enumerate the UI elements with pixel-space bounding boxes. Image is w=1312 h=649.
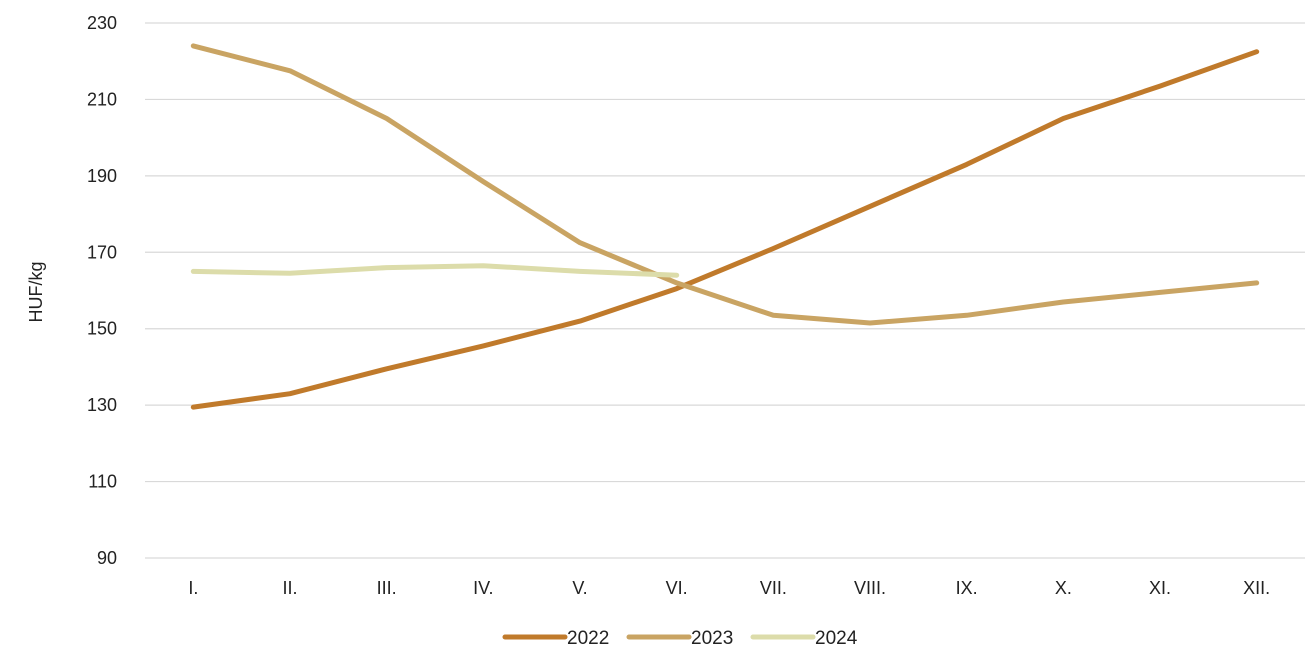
legend: 2022 2023 2024: [502, 628, 858, 649]
legend-item-2024: 2024: [750, 628, 858, 649]
legend-label: 2023: [691, 628, 733, 649]
x-tick-label: VII.: [760, 578, 787, 598]
y-axis-tick-labels: 90 110 130 150 170 190 210 230: [87, 13, 117, 568]
legend-label: 2024: [815, 628, 858, 649]
x-axis-tick-labels: I. II. III. IV. V. VI. VII. VIII. IX. X. XI. XII.: [188, 578, 1270, 598]
y-tick-label: 90: [97, 548, 117, 568]
y-tick-label: 130: [87, 395, 117, 415]
x-tick-label: V.: [572, 578, 587, 598]
y-tick-label: 210: [87, 89, 117, 109]
gridlines: [145, 22, 1305, 559]
y-tick-label: 230: [87, 13, 117, 33]
y-axis-title: HUF/kg: [26, 261, 46, 322]
series-line-2023: [190, 43, 1260, 326]
x-tick-label: IX.: [956, 578, 978, 598]
y-tick-label: 190: [87, 166, 117, 186]
legend-label: 2022: [567, 628, 609, 649]
legend-item-2022: 2022: [502, 628, 609, 649]
x-tick-label: X.: [1055, 578, 1072, 598]
series-line-2022: [190, 49, 1260, 410]
legend-item-2023: 2023: [626, 628, 733, 649]
x-tick-label: II.: [282, 578, 297, 598]
x-tick-label: VI.: [666, 578, 688, 598]
x-tick-label: IV.: [473, 578, 493, 598]
x-tick-label: XII.: [1243, 578, 1270, 598]
x-tick-label: VIII.: [854, 578, 886, 598]
y-tick-label: 150: [87, 319, 117, 339]
series-lines: [190, 43, 1260, 410]
y-tick-label: 110: [88, 472, 117, 492]
x-tick-label: XI.: [1149, 578, 1171, 598]
series-line-2024: [190, 263, 680, 278]
x-tick-label: I.: [188, 578, 198, 598]
y-tick-label: 170: [87, 242, 117, 262]
x-tick-label: III.: [377, 578, 397, 598]
